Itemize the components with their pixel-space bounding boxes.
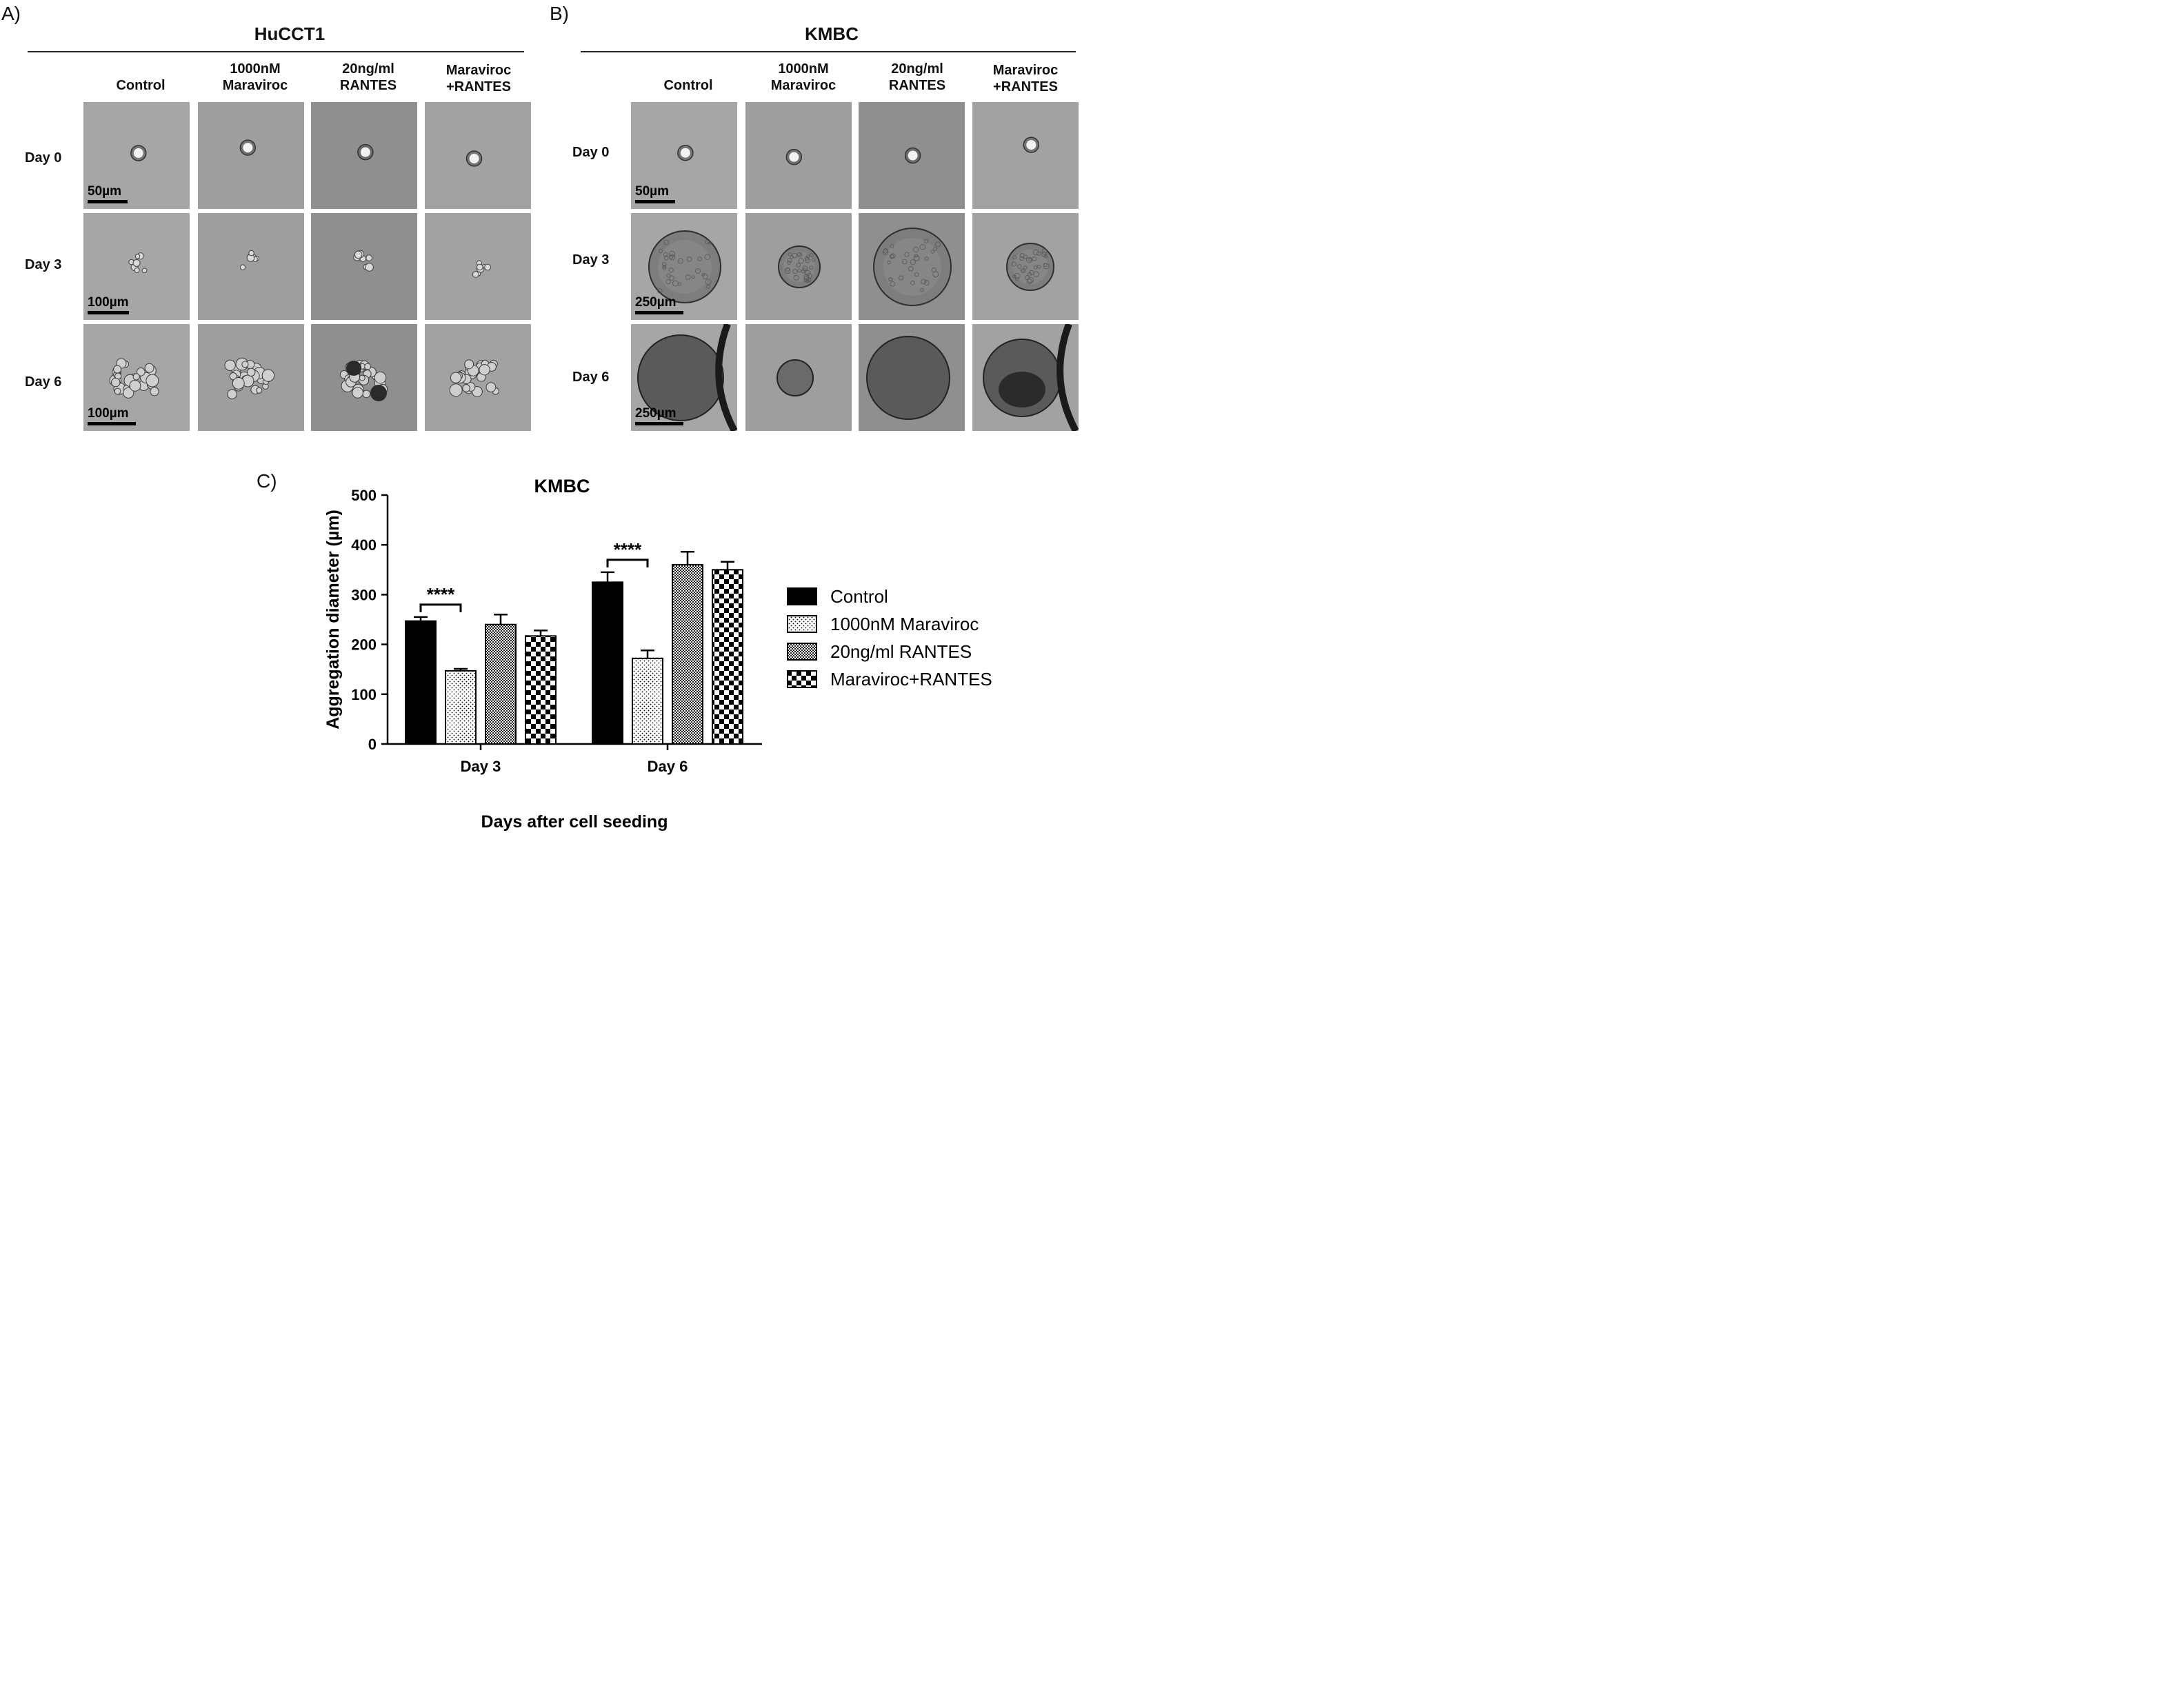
significance-bracket: [419, 603, 462, 612]
panel-a-micrograph-r0-c1: [198, 102, 304, 209]
significance-bracket: [606, 559, 649, 567]
panel-b-micrograph-r0-c0: 50µm: [631, 102, 737, 209]
scale-bar-line: [88, 422, 136, 425]
panel-b-micrograph-r1-c0: 250µm: [631, 213, 737, 320]
y-tick-label: 500: [351, 487, 377, 504]
panel-a-micrograph-r1-c0: 100µm: [83, 213, 190, 320]
panel-a-micrograph-r1-c3: [425, 213, 531, 320]
bar-20ng-ml-rantes-day-3: [485, 623, 517, 745]
panel-b-micrograph-r0-c3: [972, 102, 1079, 209]
panel-a-micrograph-r1-c2: [311, 213, 417, 320]
y-tick-label: 200: [351, 636, 377, 654]
panel-a-col-maraviroc: 1000nM Maraviroc: [222, 61, 288, 93]
significance-label: ****: [427, 584, 455, 605]
scale-bar: 250µm: [635, 407, 683, 425]
panel-a-row-day3: Day 3: [25, 257, 62, 272]
scale-bar-label: 250µm: [635, 295, 677, 310]
bar-20ng-ml-rantes-day-6: [672, 564, 703, 745]
panel-b-micrograph-r1-c3: [972, 213, 1079, 320]
y-tick-label: 300: [351, 586, 377, 603]
panel-b-col-maraviroc: 1000nM Maraviroc: [770, 61, 836, 93]
scale-bar: 50µm: [635, 185, 675, 203]
panel-b-micrograph-r2-c1: [745, 324, 852, 431]
bar-1000nm-maraviroc-day-3: [445, 670, 477, 745]
panel-a-title: HuCCT1: [254, 23, 325, 44]
panel-b-micrograph-r0-c2: [859, 102, 965, 209]
panel-a-micrograph-r1-c1: [198, 213, 304, 320]
scale-bar-line: [635, 422, 683, 425]
legend-label: Control: [830, 586, 888, 607]
panel-a-letter: A): [1, 3, 21, 24]
bar-maraviroc-rantes-day-6: [712, 569, 743, 745]
panel-b-row-day3: Day 3: [572, 252, 610, 268]
legend-swatch: [787, 643, 817, 661]
legend-label: 1000nM Maraviroc: [830, 614, 979, 634]
panel-b-micrograph-r2-c2: [859, 324, 965, 431]
scale-bar: 100µm: [88, 407, 136, 425]
scale-bar-line: [635, 311, 683, 314]
panel-b-micrograph-r2-c0: 250µm: [631, 324, 737, 431]
bar-control-day-3: [405, 620, 437, 745]
scale-bar-label: 250µm: [635, 406, 677, 421]
y-axis-label: Aggregation diameter (µm): [323, 510, 343, 730]
panel-a-micrograph-r2-c3: [425, 324, 531, 431]
panel-b-letter: B): [550, 3, 569, 24]
y-tick-label: 100: [351, 686, 377, 703]
x-axis-label: Days after cell seeding: [481, 812, 668, 832]
panel-b-micrograph-r0-c1: [745, 102, 852, 209]
panel-a-micrograph-r2-c2: [311, 324, 417, 431]
panel-a-col-rantes: 20ng/ml RANTES: [339, 61, 397, 93]
legend-swatch: [787, 670, 817, 688]
panel-b-col-control: Control: [663, 78, 713, 93]
panel-a-micrograph-r0-c3: [425, 102, 531, 209]
scale-bar-line: [88, 200, 128, 203]
scale-bar-label: 100µm: [88, 295, 129, 310]
panel-b-col-combo: Maraviroc +RANTES: [992, 63, 1059, 94]
panel-b-col-rantes: 20ng/ml RANTES: [888, 61, 946, 93]
legend-swatch: [787, 615, 817, 633]
panel-a-col-combo: Maraviroc +RANTES: [445, 63, 512, 94]
scale-bar-line: [635, 200, 675, 203]
scale-bar-label: 50µm: [88, 184, 121, 199]
bar-chart-kmbc: KMBC 0 100 200 300 400 500 Aggregation diamete…: [323, 476, 992, 832]
panel-b-title-rule: [581, 51, 1076, 52]
scale-bar: 50µm: [88, 185, 128, 203]
panel-b-micrograph-r1-c2: [859, 213, 965, 320]
x-tick-label: Day 3: [461, 758, 501, 775]
x-tick-label: Day 6: [648, 758, 688, 775]
panel-a-micrograph-r2-c1: [198, 324, 304, 431]
bar-maraviroc-rantes-day-3: [525, 635, 557, 745]
panel-b-row-day6: Day 6: [572, 370, 610, 385]
legend-label: Maraviroc+RANTES: [830, 669, 992, 690]
panel-b-micrograph-r2-c3: [972, 324, 1079, 431]
panel-b-micrograph-r1-c1: [745, 213, 852, 320]
legend-swatch: [787, 587, 817, 605]
panel-a-row-day6: Day 6: [25, 374, 62, 390]
scale-bar-label: 50µm: [635, 184, 669, 199]
panel-b-title: KMBC: [805, 23, 859, 44]
panel-a-micrograph-r2-c0: 100µm: [83, 324, 190, 431]
significance-label: ****: [614, 539, 642, 560]
y-tick-label: 0: [368, 736, 377, 753]
panel-a-micrograph-r0-c2: [311, 102, 417, 209]
panel-a-row-day0: Day 0: [25, 150, 62, 165]
chart-title: KMBC: [534, 476, 590, 496]
scale-bar-label: 100µm: [88, 406, 129, 421]
panel-a-col-control: Control: [116, 78, 166, 93]
scale-bar: 100µm: [88, 296, 129, 314]
bar-1000nm-maraviroc-day-6: [632, 657, 663, 745]
panel-c-letter: C): [257, 470, 277, 492]
scale-bar-line: [88, 311, 129, 314]
panel-b-row-day0: Day 0: [572, 145, 610, 160]
bar-control-day-6: [592, 581, 623, 745]
panel-a-micrograph-r0-c0: 50µm: [83, 102, 190, 209]
legend-label: 20ng/ml RANTES: [830, 641, 972, 662]
panel-a-title-rule: [28, 51, 524, 52]
y-tick-label: 400: [351, 536, 377, 554]
scale-bar: 250µm: [635, 296, 683, 314]
